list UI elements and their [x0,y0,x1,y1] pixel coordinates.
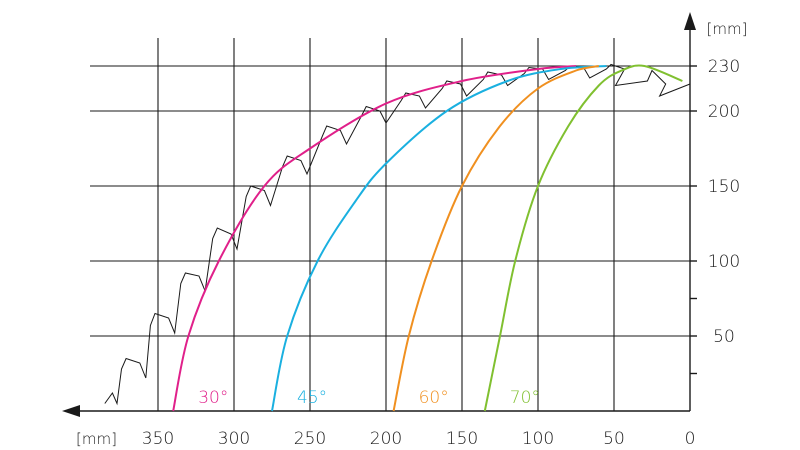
x-tick-label: 200 [370,429,402,449]
saw-blade-profile [104,63,691,406]
series-line-70deg [483,64,683,412]
x-axis-arrow-icon [62,405,80,417]
y-unit-label: [mm] [707,20,748,38]
x-unit-label: [mm] [76,430,117,448]
x-tick-label: 100 [522,429,554,449]
x-tick-label: 300 [218,429,250,449]
series-label: 45° [297,388,327,408]
x-tick-label: 150 [446,429,478,449]
series-label: 70° [510,388,540,408]
y-tick-label: 150 [708,177,740,197]
x-tick-label: 50 [603,429,625,449]
series-line-60deg [392,65,600,412]
y-tick-label: 50 [713,327,735,347]
y-axis-arrow-icon [684,12,696,30]
x-tick-label: 250 [294,429,326,449]
y-tick-label: 100 [708,252,740,272]
series-label: 30° [198,388,228,408]
y-tick-label: 200 [708,102,740,122]
series-line-45deg [271,65,607,412]
x-tick-label: 0 [685,429,696,449]
x-tick-label: 350 [142,429,174,449]
series-label: 60° [419,388,449,408]
y-tick-label: 230 [708,57,740,77]
series-line-30deg [172,65,577,412]
